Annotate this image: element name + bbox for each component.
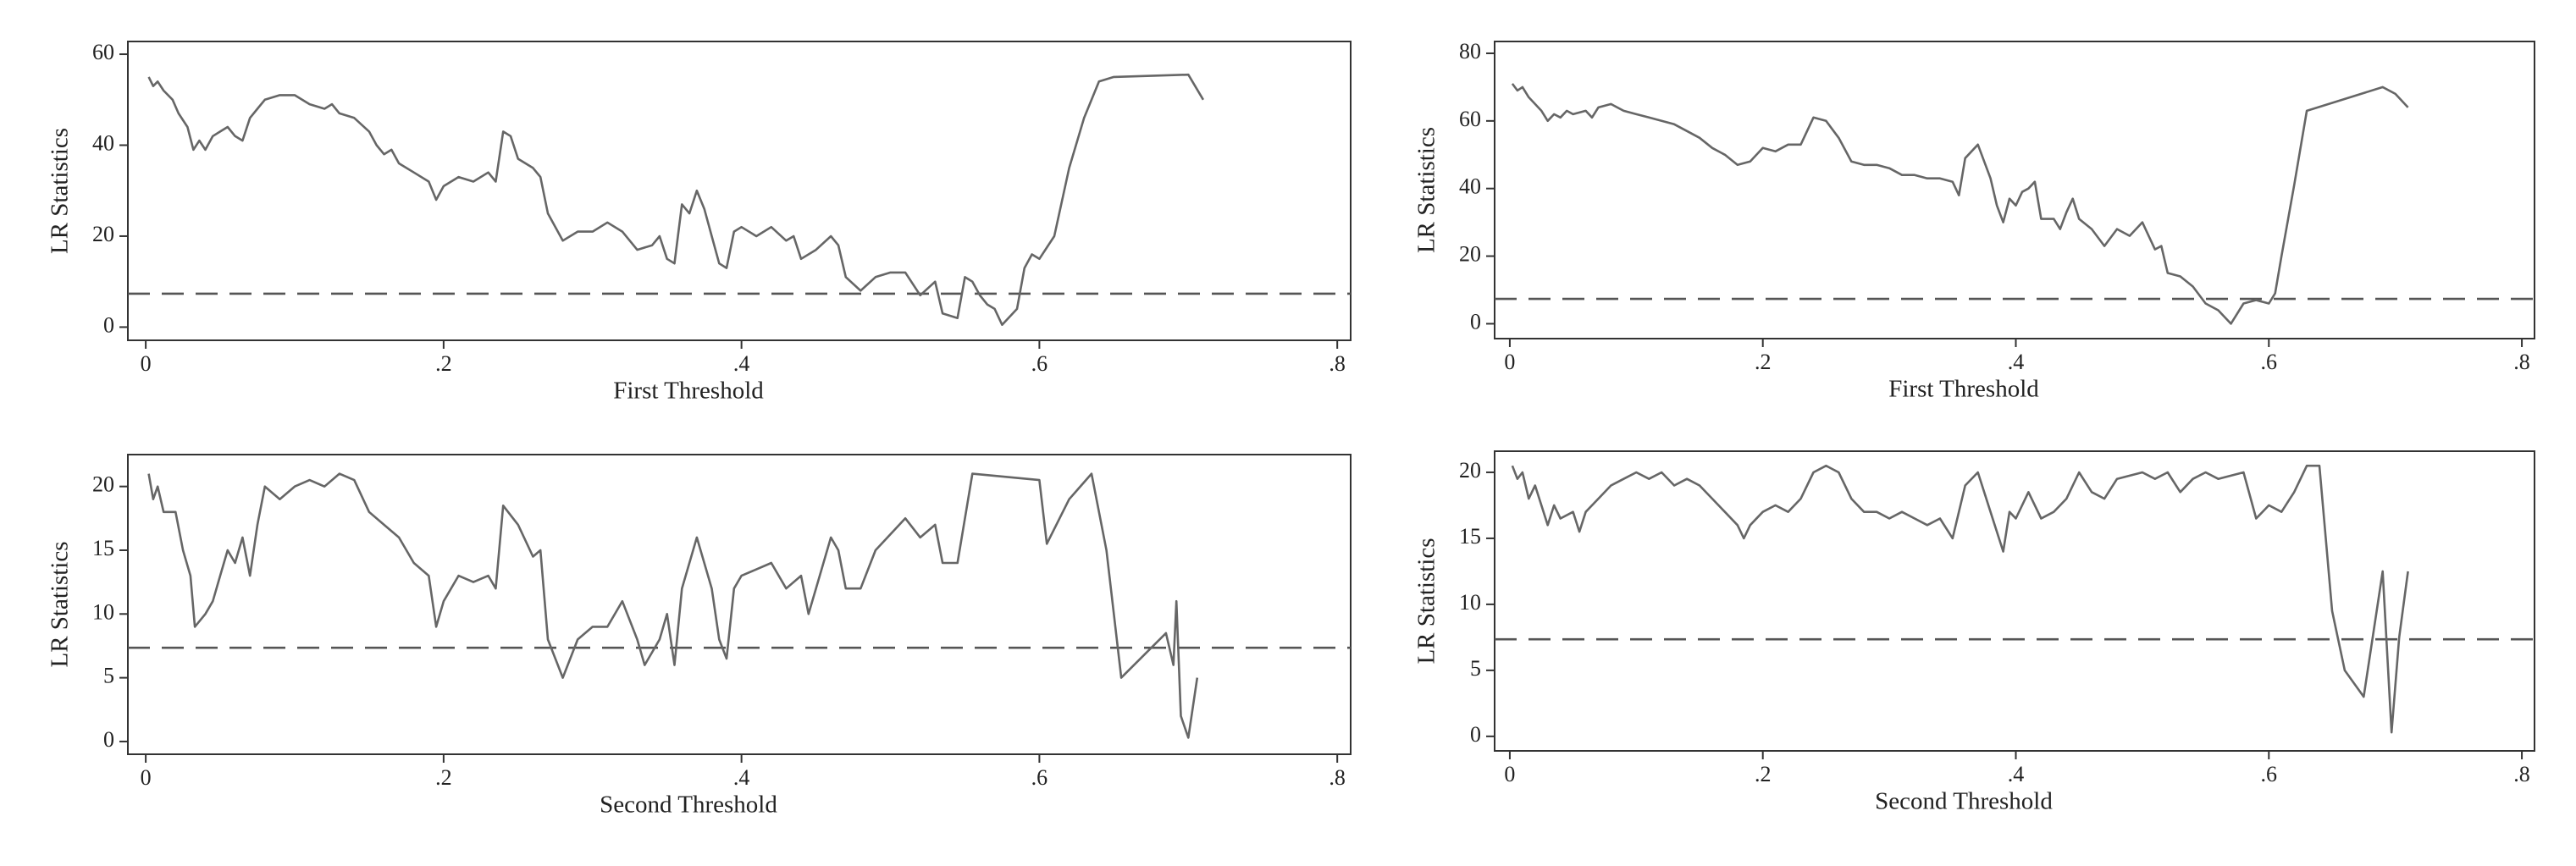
y-axis-title: LR Statistics — [47, 128, 74, 254]
y-tick-label: 60 — [1459, 107, 1481, 131]
y-axis-title: LR Statistics — [1413, 127, 1440, 253]
x-tick-label: 0 — [1504, 762, 1515, 786]
x-tick-label: .6 — [2261, 762, 2278, 786]
x-tick-label: .4 — [733, 351, 750, 376]
x-tick-label: 0 — [141, 351, 152, 376]
x-tick-label: 0 — [141, 765, 152, 790]
x-tick-label: .8 — [2513, 762, 2530, 786]
x-tick-label: .8 — [1329, 765, 1346, 790]
x-axis-title: Second Threshold — [1875, 788, 2053, 815]
x-tick-label: .6 — [2261, 350, 2278, 374]
x-tick-label: .2 — [1755, 350, 1772, 374]
x-tick-label: .4 — [733, 765, 750, 790]
plot-frame — [1494, 41, 2535, 339]
y-tick-label: 15 — [92, 536, 114, 560]
y-tick-label: 80 — [1459, 39, 1481, 63]
plot-frame — [127, 41, 1352, 341]
y-axis-title: LR Statistics — [47, 541, 74, 667]
plot-frame — [127, 454, 1352, 755]
x-tick-label: .6 — [1031, 765, 1048, 790]
y-tick-label: 20 — [92, 222, 114, 246]
data-line — [1511, 464, 2409, 734]
x-tick-label: .8 — [1329, 351, 1346, 376]
x-axis-title: First Threshold — [1888, 376, 2039, 403]
data-line — [1511, 83, 2409, 325]
y-tick-label: 20 — [1459, 242, 1481, 267]
data-line — [147, 73, 1205, 327]
plot-frame — [1494, 450, 2535, 752]
x-tick-label: .4 — [2008, 762, 2025, 786]
x-tick-label: .2 — [435, 351, 452, 376]
x-tick-label: 0 — [1504, 350, 1515, 374]
y-axis-title: LR Statistics — [1413, 538, 1440, 664]
x-tick-label: .6 — [1031, 351, 1048, 376]
y-tick-label: 15 — [1459, 524, 1481, 549]
y-tick-label: 60 — [92, 40, 114, 64]
y-tick-label: 5 — [1470, 656, 1481, 681]
y-tick-label: 40 — [1459, 174, 1481, 199]
y-tick-label: 40 — [92, 130, 114, 155]
data-line — [147, 472, 1199, 739]
y-tick-label: 5 — [103, 664, 114, 688]
y-tick-label: 0 — [103, 312, 114, 337]
x-tick-label: .8 — [2513, 350, 2530, 374]
y-tick-label: 20 — [92, 472, 114, 497]
x-tick-label: .2 — [1755, 762, 1772, 786]
y-tick-label: 0 — [1470, 722, 1481, 747]
x-tick-label: .4 — [2008, 350, 2025, 374]
y-tick-label: 20 — [1459, 458, 1481, 483]
x-axis-title: First Threshold — [613, 378, 764, 405]
y-tick-label: 10 — [92, 599, 114, 624]
x-axis-title: Second Threshold — [600, 792, 777, 819]
y-tick-label: 0 — [1470, 309, 1481, 334]
x-tick-label: .2 — [435, 765, 452, 790]
y-tick-label: 10 — [1459, 590, 1481, 615]
y-tick-label: 0 — [103, 727, 114, 752]
